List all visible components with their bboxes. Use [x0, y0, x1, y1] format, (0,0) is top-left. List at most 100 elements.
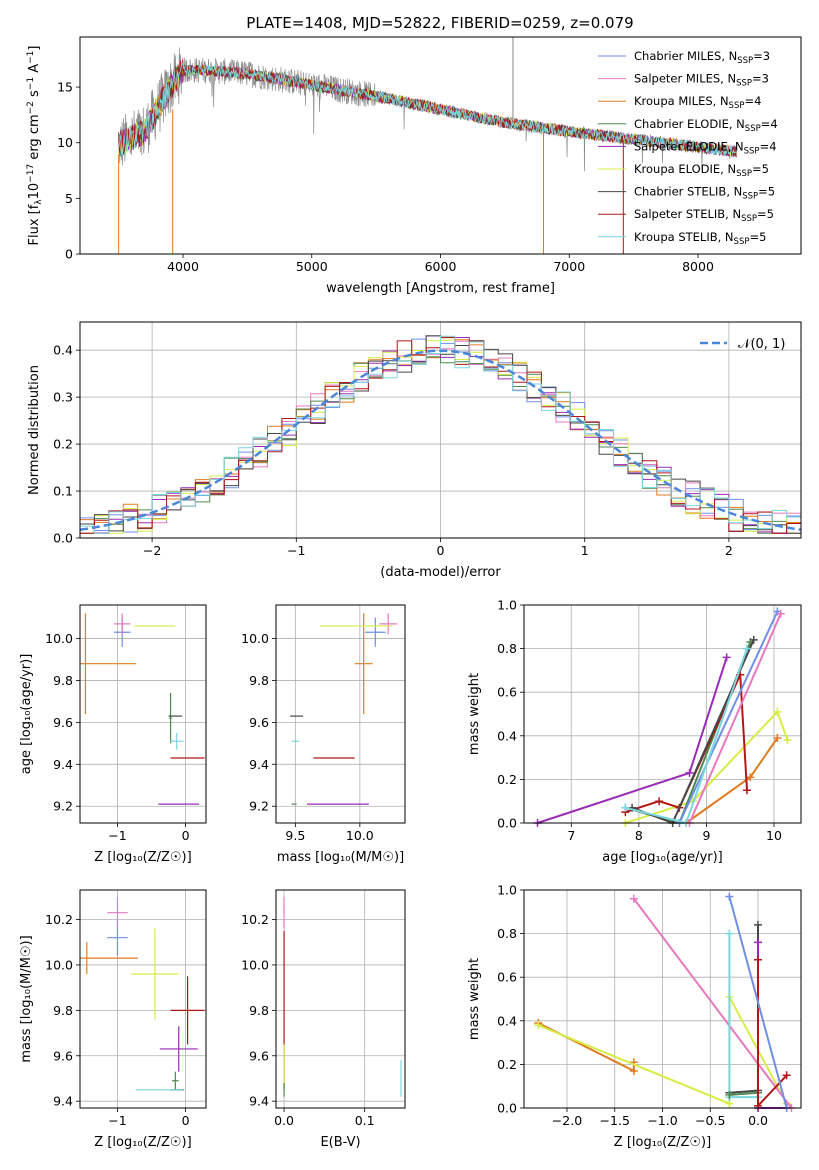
legend-label-kroupa_elodie: Kroupa ELODIE, NSSP=5 — [634, 162, 769, 179]
series-line-salpeter_miles — [633, 898, 793, 1109]
x-tick-label: 0.0 — [748, 1113, 768, 1128]
axes-frame — [523, 889, 802, 1109]
x-tick-label: 2 — [725, 543, 733, 558]
y-tick-label: 0.4 — [497, 728, 517, 743]
spectrum-panel: 4000 5000 6000 7000 8000 0 5 10 15 wavelength [An… — [26, 36, 802, 296]
errorbar-salpeter_miles — [107, 896, 128, 929]
legend-label-kroupa_stelib: Kroupa STELIB, NSSP=5 — [634, 230, 766, 247]
x-tick-label: 6000 — [425, 259, 457, 274]
axes-frame — [523, 604, 802, 824]
y-tick-label: 9.6 — [53, 1048, 73, 1063]
legend-label-salpeter_stelib: Salpeter STELIB, NSSP=5 — [634, 207, 774, 224]
series-line-kroupa_stelib — [728, 933, 758, 1099]
normal-curve — [80, 349, 801, 532]
weight_vs_age-series — [533, 607, 792, 827]
x-tick-label: 7000 — [553, 259, 585, 274]
weight_vs_Z-series — [534, 892, 796, 1112]
x-tick-label: 1 — [581, 543, 589, 558]
x-tick-label: 9 — [702, 828, 710, 843]
model-line-kroupa_stelib — [118, 61, 737, 156]
age_vs_Z-points — [80, 613, 205, 805]
series-marker-kroupa_stelib — [621, 803, 630, 812]
age_vs_Z-panel: −1 0 9.2 9.4 9.6 9.8 10.0 Z [log₁₀(Z/Z☉)] age [l… — [19, 604, 207, 865]
y-tick-label: 15 — [57, 80, 73, 95]
axes-frame — [275, 604, 406, 824]
y-tick-label: 9.4 — [249, 757, 269, 772]
errorbar-chabrier_miles — [365, 617, 386, 647]
y-tick-label: 0.4 — [53, 343, 73, 358]
normal-legend-label: 𝒩(0, 1) — [738, 337, 785, 352]
errorbar-kroupa_stelib — [169, 732, 184, 750]
series-marker-salpeter_miles — [629, 894, 638, 903]
x-axis-label: Z [log₁₀(Z/Z☉)] — [94, 1135, 191, 1150]
x-tick-label: −1.5 — [600, 1113, 630, 1128]
y-tick-label: 10.0 — [241, 631, 269, 646]
y-tick-label: 1.0 — [497, 883, 517, 898]
y-tick-label: 9.8 — [53, 1003, 73, 1018]
y-tick-label: 0.0 — [53, 531, 73, 546]
y-tick-label: 9.6 — [53, 715, 73, 730]
y-tick-label: 0 — [65, 247, 73, 262]
age_vs_mass-points — [290, 613, 398, 805]
errorbar-salpeter_miles — [379, 613, 398, 635]
series-marker-kroupa_elodie — [773, 707, 782, 716]
y-tick-label: 10.0 — [45, 957, 73, 972]
weight_vs_age-panel: 7 8 9 10 0.0 0.2 0.4 0.6 0.8 1.0 age [log₁₀(age/yr… — [467, 598, 802, 865]
mass_vs_Z-points — [80, 896, 205, 1091]
x-tick-label: 4000 — [167, 259, 199, 274]
spectrum-legend: Chabrier MILES, NSSP=3 Salpeter MILES, NS… — [598, 49, 778, 247]
weight_vs_Z-panel: −2.0 −1.5 −1.0 −0.5 0.0 0.0 0.2 0.4 0.6 0.8 1.0 Z [… — [467, 883, 802, 1150]
residual-histograms — [80, 335, 801, 534]
axes-frame — [79, 604, 207, 824]
series-marker-salpeter_elodie — [685, 768, 694, 777]
errorbar-kroupa_elodie — [131, 928, 179, 1020]
x-tick-label: 0 — [437, 543, 445, 558]
x-tick-label: −1 — [108, 828, 126, 843]
y-tick-label: 9.6 — [249, 715, 269, 730]
x-tick-label: 8000 — [682, 259, 714, 274]
y-tick-label: 0.8 — [497, 641, 517, 656]
y-tick-label: 1.0 — [497, 598, 517, 613]
legend-label-chabrier_stelib: Chabrier STELIB, NSSP=5 — [634, 185, 775, 202]
series-marker-kroupa_stelib — [742, 644, 751, 653]
x-tick-label: −1 — [287, 543, 305, 558]
y-tick-label: 10.2 — [241, 912, 269, 927]
legend-label-salpeter_elodie: Salpeter ELODIE, NSSP=4 — [634, 139, 777, 156]
x-tick-label: 0.0 — [274, 1113, 294, 1128]
series-line-salpeter_elodie — [537, 656, 728, 824]
errorbar-salpeter_stelib — [170, 976, 205, 1045]
series-line-salpeter_miles — [688, 613, 782, 824]
y-tick-label: 9.8 — [249, 1003, 269, 1018]
histogram-chabrier_elodie — [80, 356, 801, 534]
y-tick-label: 10.0 — [45, 631, 73, 646]
series-marker-kroupa_miles — [629, 1066, 638, 1075]
mass_vs_Z-panel: −1 0 9.4 9.6 9.8 10.0 10.2 Z [log₁₀(Z/Z☉)] mass … — [19, 889, 207, 1150]
y-axis-label: mass weight — [467, 958, 482, 1040]
series-marker-kroupa_elodie — [783, 736, 792, 745]
y-tick-label: 10.2 — [45, 912, 73, 927]
y-tick-label: 9.2 — [53, 799, 73, 814]
legend-label-chabrier_miles: Chabrier MILES, NSSP=3 — [634, 49, 770, 66]
y-tick-label: 0.6 — [497, 685, 517, 700]
series-marker-salpeter_stelib — [742, 786, 751, 795]
axes-frame — [275, 889, 406, 1109]
y-tick-label: 0.2 — [497, 1057, 517, 1072]
y-tick-label: 0.4 — [497, 1013, 517, 1028]
series-marker-salpeter_miles — [776, 609, 785, 618]
x-axis-label: E(B-V) — [320, 1135, 360, 1150]
x-axis-label: Z [log₁₀(Z/Z☉)] — [94, 850, 191, 865]
x-tick-label: 10.0 — [346, 828, 374, 843]
x-axis-label: (data-model)/error — [380, 565, 501, 580]
x-tick-label: −1.0 — [647, 1113, 677, 1128]
x-tick-label: 0 — [182, 828, 190, 843]
x-tick-label: 9.5 — [285, 828, 305, 843]
legend-label-salpeter_miles: Salpeter MILES, NSSP=3 — [634, 72, 769, 89]
axes-frame — [79, 321, 802, 539]
y-tick-label: 9.2 — [249, 799, 269, 814]
y-tick-label: 0.0 — [497, 1101, 517, 1116]
series-line-chabrier_miles — [728, 896, 788, 1109]
y-axis-label: age [log₁₀(age/yr)] — [19, 654, 34, 775]
series-marker-kroupa_elodie — [534, 1021, 543, 1030]
x-tick-label: −1 — [108, 1113, 126, 1128]
y-tick-label: 0.2 — [53, 437, 73, 452]
